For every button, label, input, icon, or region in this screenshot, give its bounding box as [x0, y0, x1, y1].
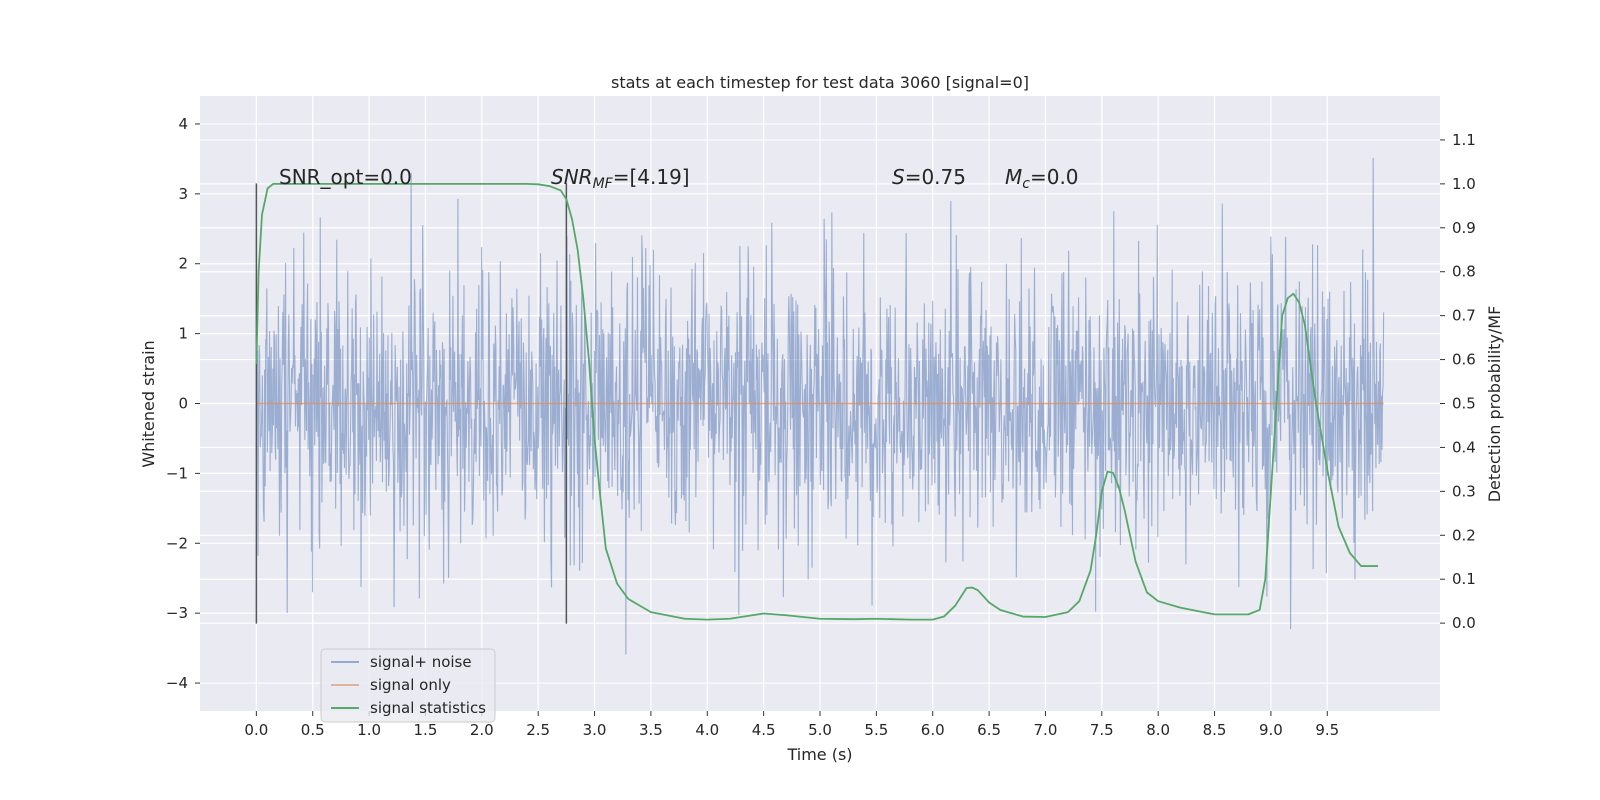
- series-signal-statistics: [255, 182, 1378, 621]
- y-right-tick-label: 1.0: [1452, 175, 1476, 193]
- y-right-tick-label: 1.1: [1452, 131, 1476, 149]
- annotation-s-base: S: [892, 165, 905, 189]
- y-axis-left-ticks: −4 −3 −2 −1 0 1 2 3 4: [166, 115, 200, 692]
- x-tick-label: 9.0: [1259, 721, 1283, 739]
- y-right-tick-label: 0.4: [1452, 438, 1476, 456]
- y-axis-right-ticks: 0.0 0.1 0.2 0.3 0.4 0.5 0.6 0.7 0.8 0.9 1.0 1.1: [1440, 131, 1476, 632]
- x-tick-label: 5.0: [808, 721, 832, 739]
- x-tick-label: 5.5: [864, 721, 888, 739]
- annotation-s: S=0.75: [892, 165, 966, 189]
- annotation-snr-opt: SNR_opt=0.0: [279, 165, 412, 189]
- y-left-tick-label: −1: [166, 464, 188, 482]
- x-tick-label: 2.5: [526, 721, 550, 739]
- annotation-mc: Mc=0.0: [1005, 165, 1079, 192]
- y-left-tick-label: 3: [178, 185, 188, 203]
- x-tick-label: 3.0: [583, 721, 607, 739]
- y-left-tick-label: 0: [178, 395, 188, 413]
- chart-title: stats at each timestep for test data 306…: [611, 73, 1029, 92]
- annotation-snr-mf-rest: =[4.19]: [613, 165, 690, 189]
- x-tick-label: 7.5: [1090, 721, 1114, 739]
- y-right-tick-label: 0.9: [1452, 219, 1476, 237]
- x-tick-label: 6.5: [977, 721, 1001, 739]
- y-left-tick-label: −4: [166, 674, 188, 692]
- legend-label-signal-plus-noise: signal+ noise: [370, 653, 472, 671]
- y-axis-right-label: Detection probability/MF: [1485, 306, 1504, 503]
- annotation-mc-base: M: [1005, 165, 1022, 189]
- x-tick-label: 8.0: [1146, 721, 1170, 739]
- annotation-mc-sub: c: [1022, 176, 1030, 192]
- x-tick-label: 2.0: [470, 721, 494, 739]
- y-right-tick-label: 0.6: [1452, 351, 1476, 369]
- y-right-tick-label: 0.2: [1452, 526, 1476, 544]
- signal-statistics-line: [255, 182, 1378, 621]
- legend-box: [320, 648, 496, 723]
- y-right-tick-label: 0.1: [1452, 570, 1476, 588]
- x-tick-label: 6.0: [921, 721, 945, 739]
- annotation-snr-mf: SNRMF=[4.19]: [551, 165, 690, 192]
- series-signal-plus-noise: [255, 157, 1385, 655]
- y-left-tick-label: 2: [178, 255, 188, 273]
- x-tick-label: 8.5: [1203, 721, 1227, 739]
- y-right-tick-label: 0.3: [1452, 482, 1476, 500]
- annotation-s-rest: =0.75: [905, 165, 966, 189]
- legend-label-signal-statistics: signal statistics: [370, 699, 486, 717]
- y-left-tick-label: −3: [166, 604, 188, 622]
- y-left-tick-label: −2: [166, 534, 188, 552]
- y-right-tick-label: 0.0: [1452, 614, 1476, 632]
- x-axis-ticks: 0.0 0.5 1.0 1.5 2.0 2.5 3.0 3.5 4.0 4.5 5.0 5.5 6.0 6…: [244, 711, 1339, 739]
- x-tick-label: 7.0: [1034, 721, 1058, 739]
- x-tick-label: 1.5: [414, 721, 438, 739]
- x-tick-label: 1.0: [357, 721, 381, 739]
- x-tick-label: 4.5: [752, 721, 776, 739]
- signal-plus-noise-line: [255, 157, 1385, 655]
- annotation-snr-mf-base: SNR: [551, 165, 593, 189]
- x-tick-label: 4.0: [695, 721, 719, 739]
- y-left-tick-label: 1: [178, 325, 188, 343]
- vertical-markers: [255, 183, 568, 624]
- legend: signal+ noise signal only signal statist…: [320, 648, 496, 723]
- annotation-snr-mf-sub: MF: [593, 176, 614, 192]
- y-right-tick-label: 0.5: [1452, 395, 1476, 413]
- x-tick-label: 0.0: [244, 721, 268, 739]
- y-axis-left-label: Whitened strain: [139, 340, 158, 467]
- x-axis-label: Time (s): [786, 745, 852, 764]
- y-left-tick-label: 4: [178, 115, 188, 133]
- x-tick-label: 0.5: [301, 721, 325, 739]
- x-tick-label: 9.5: [1315, 721, 1339, 739]
- y-right-tick-label: 0.8: [1452, 263, 1476, 281]
- x-tick-label: 3.5: [639, 721, 663, 739]
- y-right-tick-label: 0.7: [1452, 307, 1476, 325]
- legend-label-signal-only: signal only: [370, 676, 451, 694]
- annotation-mc-rest: =0.0: [1030, 165, 1079, 189]
